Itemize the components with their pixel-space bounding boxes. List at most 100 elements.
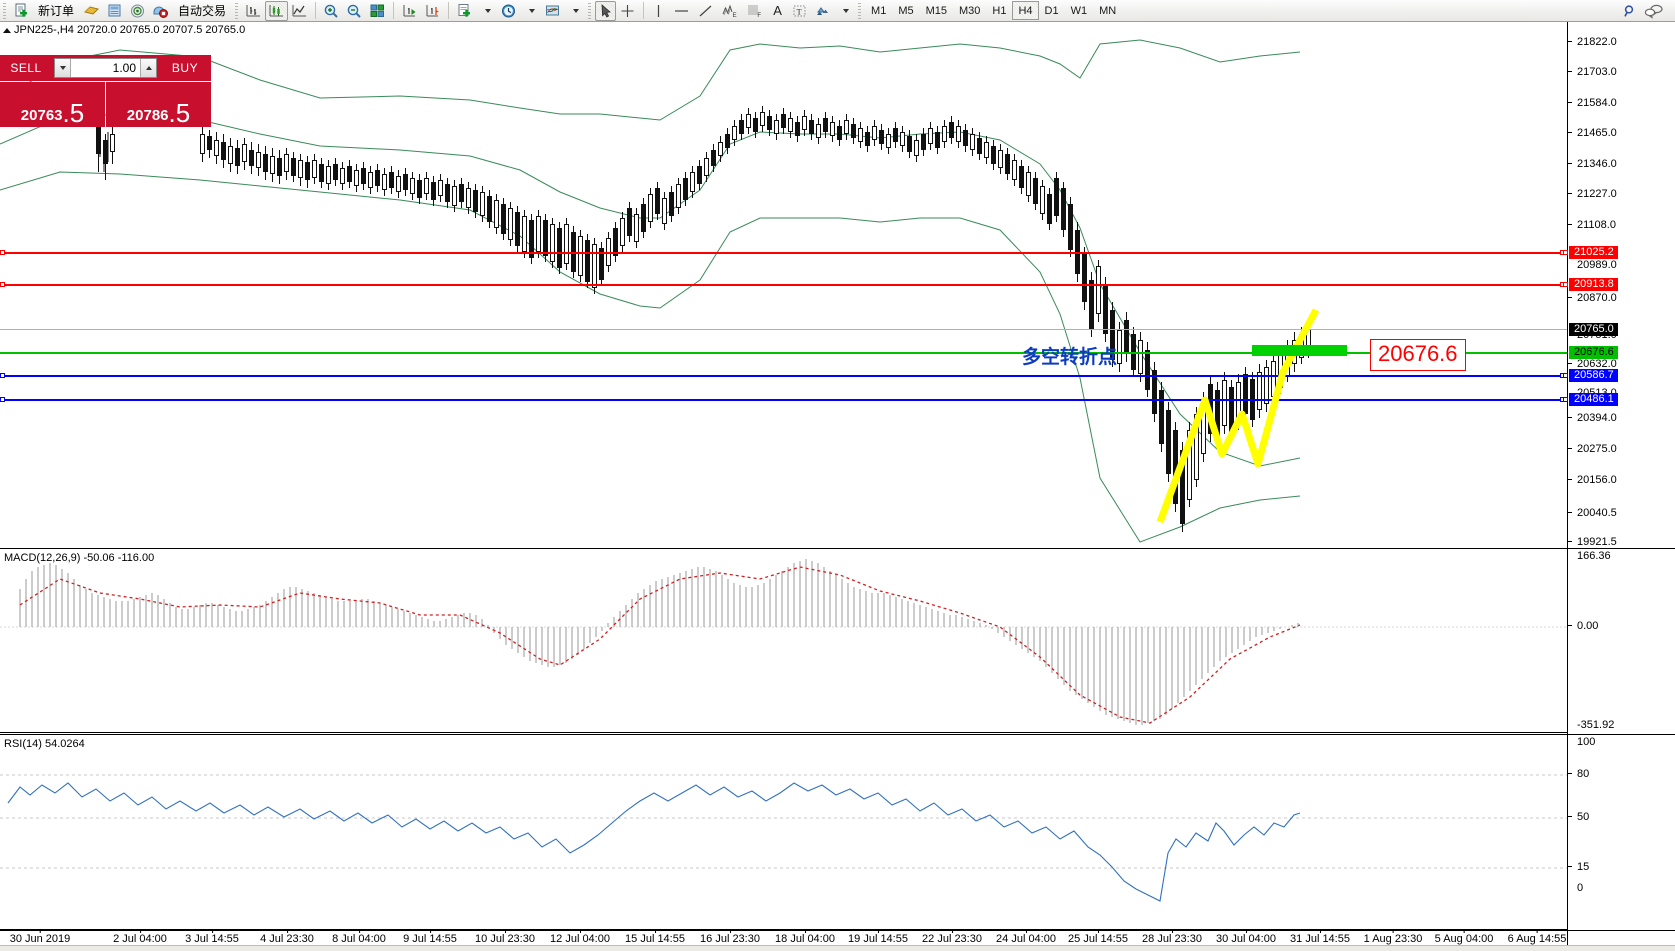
volume-input[interactable]: 1.00 xyxy=(112,61,136,75)
elliott-wave-icon[interactable]: E xyxy=(717,1,742,21)
level-label-resistance-1[interactable]: 21025.2 xyxy=(1569,246,1618,259)
rsi-pane[interactable]: RSI(14) 54.0264 xyxy=(0,734,1567,930)
chart-panes[interactable]: 多空转折点 20676.6 JPN225-,H4 20720.0 20765.0… xyxy=(0,22,1567,951)
level-line-20676[interactable] xyxy=(0,352,1567,354)
chart-window[interactable]: 多空转折点 20676.6 JPN225-,H4 20720.0 20765.0… xyxy=(0,22,1675,951)
toolbar-separator xyxy=(315,2,317,19)
scale-anchor-support-2[interactable] xyxy=(1563,397,1568,402)
svg-text:E: E xyxy=(733,13,737,19)
horizontal-line-icon[interactable] xyxy=(669,1,694,21)
scale-anchor-support-1[interactable] xyxy=(1563,373,1568,378)
level-anchor-20486[interactable] xyxy=(0,397,5,402)
timeframe-m30[interactable]: M30 xyxy=(959,4,981,17)
period-icon[interactable] xyxy=(497,1,520,21)
level-anchor-20913[interactable] xyxy=(0,282,5,287)
level-line-20486[interactable] xyxy=(0,399,1567,401)
chart-shift-icon[interactable] xyxy=(421,1,444,21)
objects-dropdown[interactable] xyxy=(834,1,855,21)
crosshair-icon[interactable] xyxy=(616,1,639,21)
rsi-tick: 80 xyxy=(1568,768,1589,780)
add-indicator-icon[interactable] xyxy=(453,1,476,21)
level-label-support-1[interactable]: 20586.7 xyxy=(1569,369,1618,382)
time-tick: 15 Jul 14:55 xyxy=(625,930,685,945)
candlestick-chart-icon[interactable] xyxy=(265,0,289,21)
price-callout-annotation[interactable]: 20676.6 xyxy=(1370,339,1466,371)
price-tick: 19921.5 xyxy=(1568,536,1617,548)
cursor-icon[interactable] xyxy=(595,0,617,21)
text-label-icon[interactable]: T xyxy=(788,1,811,21)
level-anchor-21025[interactable] xyxy=(0,250,5,255)
chat-icon[interactable] xyxy=(1641,1,1667,21)
bar-chart-icon[interactable] xyxy=(242,1,265,21)
scale-anchor-resistance-2[interactable] xyxy=(1563,282,1568,287)
market-watch-icon[interactable] xyxy=(80,1,103,21)
text-icon[interactable]: A xyxy=(773,3,782,18)
timeframe-mn[interactable]: MN xyxy=(1099,4,1117,17)
templates-dropdown[interactable] xyxy=(564,1,585,21)
line-chart-icon[interactable] xyxy=(288,1,311,21)
one-click-trading-panel[interactable]: SELL 1.00 BUY 20763 .5 20786 .5 xyxy=(0,55,211,127)
tile-windows-icon[interactable] xyxy=(366,1,389,21)
timeframe-m1[interactable]: M1 xyxy=(871,4,887,17)
buy-price-integer: 20786 xyxy=(126,107,169,124)
magnifier-icon[interactable] xyxy=(1618,1,1641,21)
timeframe-w1[interactable]: W1 xyxy=(1070,4,1088,17)
green-zone-annotation[interactable] xyxy=(1252,345,1347,356)
toolbar-grip-tools[interactable] xyxy=(586,1,594,20)
toolbar-grip-periods[interactable] xyxy=(856,1,864,20)
rsi-tick: 15 xyxy=(1568,861,1589,873)
last-price-line xyxy=(0,329,1567,330)
objects-icon[interactable] xyxy=(811,1,834,21)
macd-pane[interactable]: MACD(12,26,9) -50.06 -116.00 xyxy=(0,548,1567,733)
chevron-down-icon xyxy=(528,8,535,13)
level-label-support-2[interactable]: 20486.1 xyxy=(1569,393,1618,406)
volume-increment-button[interactable] xyxy=(140,59,156,77)
volume-stepper[interactable]: 1.00 xyxy=(54,58,157,78)
zoom-in-icon[interactable] xyxy=(320,1,343,21)
toolbar-grip[interactable] xyxy=(1,1,8,20)
vertical-line-icon[interactable] xyxy=(648,1,669,21)
sell-button[interactable]: SELL xyxy=(0,55,52,81)
navigator-icon[interactable] xyxy=(126,1,149,21)
new-order-icon[interactable] xyxy=(10,1,32,21)
buy-button[interactable]: BUY xyxy=(159,55,211,81)
level-line-20913[interactable] xyxy=(0,284,1567,286)
buy-price-fraction: .5 xyxy=(168,97,191,128)
timeframe-h4[interactable]: H4 xyxy=(1012,1,1039,20)
scale-anchor-resistance-1[interactable] xyxy=(1563,250,1568,255)
time-tick: 24 Jul 04:00 xyxy=(996,930,1056,945)
timeframe-d1[interactable]: D1 xyxy=(1044,4,1059,17)
auto-trading-icon[interactable] xyxy=(149,1,172,21)
auto-scroll-icon[interactable] xyxy=(398,1,421,21)
collapse-triangle-icon[interactable] xyxy=(3,27,11,33)
trade-panel-price-row: 20763 .5 20786 .5 xyxy=(0,82,211,127)
level-label-pivot[interactable]: 20676.6 xyxy=(1569,346,1618,359)
period-dropdown[interactable] xyxy=(520,1,541,21)
add-indicator-dropdown[interactable] xyxy=(476,1,497,21)
zoom-out-icon[interactable] xyxy=(343,1,366,21)
time-tick: 6 Aug 14:55 xyxy=(1507,930,1567,945)
toolbar-grip-charts[interactable] xyxy=(233,1,241,20)
templates-icon[interactable] xyxy=(541,1,564,21)
timeframe-h1[interactable]: H1 xyxy=(992,4,1007,17)
data-window-icon[interactable] xyxy=(103,1,126,21)
status-bar xyxy=(0,945,1675,951)
level-line-21025[interactable] xyxy=(0,252,1567,254)
sell-price-button[interactable]: 20763 .5 xyxy=(0,82,105,127)
buy-price-button[interactable]: 20786 .5 xyxy=(106,82,211,127)
level-label-resistance-2[interactable]: 20913.8 xyxy=(1569,278,1618,291)
price-pane[interactable]: 多空转折点 20676.6 JPN225-,H4 20720.0 20765.0… xyxy=(0,22,1567,547)
fibonacci-icon[interactable]: F xyxy=(742,1,767,21)
new-order-label-button[interactable]: 新订单 xyxy=(32,1,80,21)
auto-trading-label-button[interactable]: 自动交易 xyxy=(172,1,232,21)
level-anchor-20586[interactable] xyxy=(0,373,5,378)
timeframe-m5[interactable]: M5 xyxy=(898,4,914,17)
toolbar-separator-4 xyxy=(643,2,645,19)
trendline-icon[interactable] xyxy=(694,1,717,21)
price-scale[interactable]: 21822.0 21703.0 21584.0 21465.0 21346.0 … xyxy=(1563,22,1675,951)
level-line-20586[interactable] xyxy=(0,375,1567,377)
timeframe-m15[interactable]: M15 xyxy=(925,4,947,17)
turning-point-annotation[interactable]: 多空转折点 xyxy=(1022,346,1118,368)
volume-decrement-button[interactable] xyxy=(55,59,71,77)
time-tick: 16 Jul 23:30 xyxy=(700,930,760,945)
